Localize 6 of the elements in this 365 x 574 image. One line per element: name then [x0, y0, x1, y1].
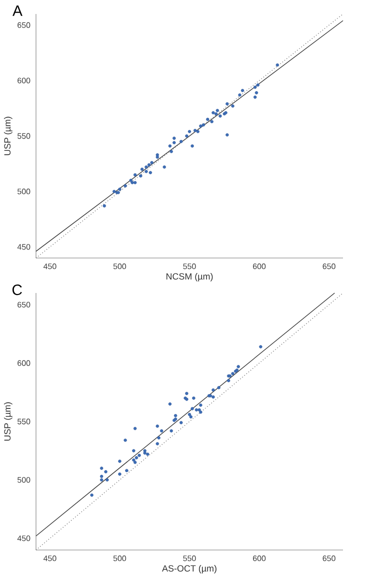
y-axis-title: USP (µm): [4, 402, 12, 441]
x-axis-title: AS-OCT (µm): [162, 565, 216, 574]
chart-title: A: [12, 6, 22, 16]
y-axis-title: USP (µm): [4, 116, 12, 156]
chart-title: C: [12, 284, 22, 296]
x-axis-title: NCSM (µm): [166, 273, 213, 282]
